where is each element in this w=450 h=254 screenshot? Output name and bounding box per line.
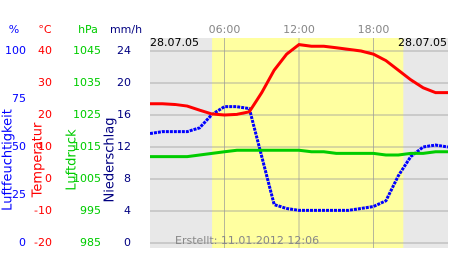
y-tick-label: 20 xyxy=(38,108,52,121)
y-tick-label: 1035 xyxy=(73,76,101,89)
y-tick-label: 995 xyxy=(80,204,101,217)
axis-unit: °C xyxy=(38,23,52,36)
y-tick-label: -10 xyxy=(34,204,52,217)
date-left: 28.07.05 xyxy=(150,36,199,49)
y-tick-label: 10 xyxy=(38,140,52,153)
y-tick-label: 16 xyxy=(117,108,131,121)
axis-unit: mm/h xyxy=(110,23,142,36)
axis-unit: hPa xyxy=(78,23,98,36)
y-tick-label: 1025 xyxy=(73,108,101,121)
y-tick-label: 100 xyxy=(5,44,26,57)
y-tick-label: 20 xyxy=(117,76,131,89)
plot-area xyxy=(150,38,448,248)
y-tick-label: 8 xyxy=(124,172,131,185)
footer: Erstellt: 11.01.2012 12:06 xyxy=(175,234,319,247)
axis-unit: % xyxy=(9,23,19,36)
y-tick-label: 0 xyxy=(19,236,26,249)
y-tick-label: 1015 xyxy=(73,140,101,153)
y-tick-label: 4 xyxy=(124,204,131,217)
y-tick-label: 1045 xyxy=(73,44,101,57)
y-tick-label: 75 xyxy=(12,92,26,105)
daylight-band xyxy=(212,38,404,248)
y-tick-label: 30 xyxy=(38,76,52,89)
x-tick-label: 12:00 xyxy=(283,23,315,36)
axis-title: Temperatur xyxy=(31,122,46,198)
series-line xyxy=(150,105,448,212)
y-tick-label: 985 xyxy=(80,236,101,249)
y-tick-label: 40 xyxy=(38,44,52,57)
axis-title: Luftdruck xyxy=(65,129,80,191)
series-line xyxy=(150,43,448,117)
date-right: 28.07.05 xyxy=(398,36,447,49)
y-tick-label: 0 xyxy=(45,172,52,185)
y-tick-label: 24 xyxy=(117,44,131,57)
y-tick-label: 12 xyxy=(117,140,131,153)
y-tick-label: 1005 xyxy=(73,172,101,185)
y-tick-label: 0 xyxy=(124,236,131,249)
axis-title: Luftfeuchtigkeit xyxy=(1,109,16,211)
y-tick-label: -20 xyxy=(34,236,52,249)
x-tick-label: 06:00 xyxy=(209,23,241,36)
y-tick-label: 50 xyxy=(12,140,26,153)
x-tick-label: 18:00 xyxy=(358,23,390,36)
series-line xyxy=(150,148,448,159)
axis-title: Niederschlag xyxy=(103,118,118,203)
y-tick-label: 25 xyxy=(12,188,26,201)
